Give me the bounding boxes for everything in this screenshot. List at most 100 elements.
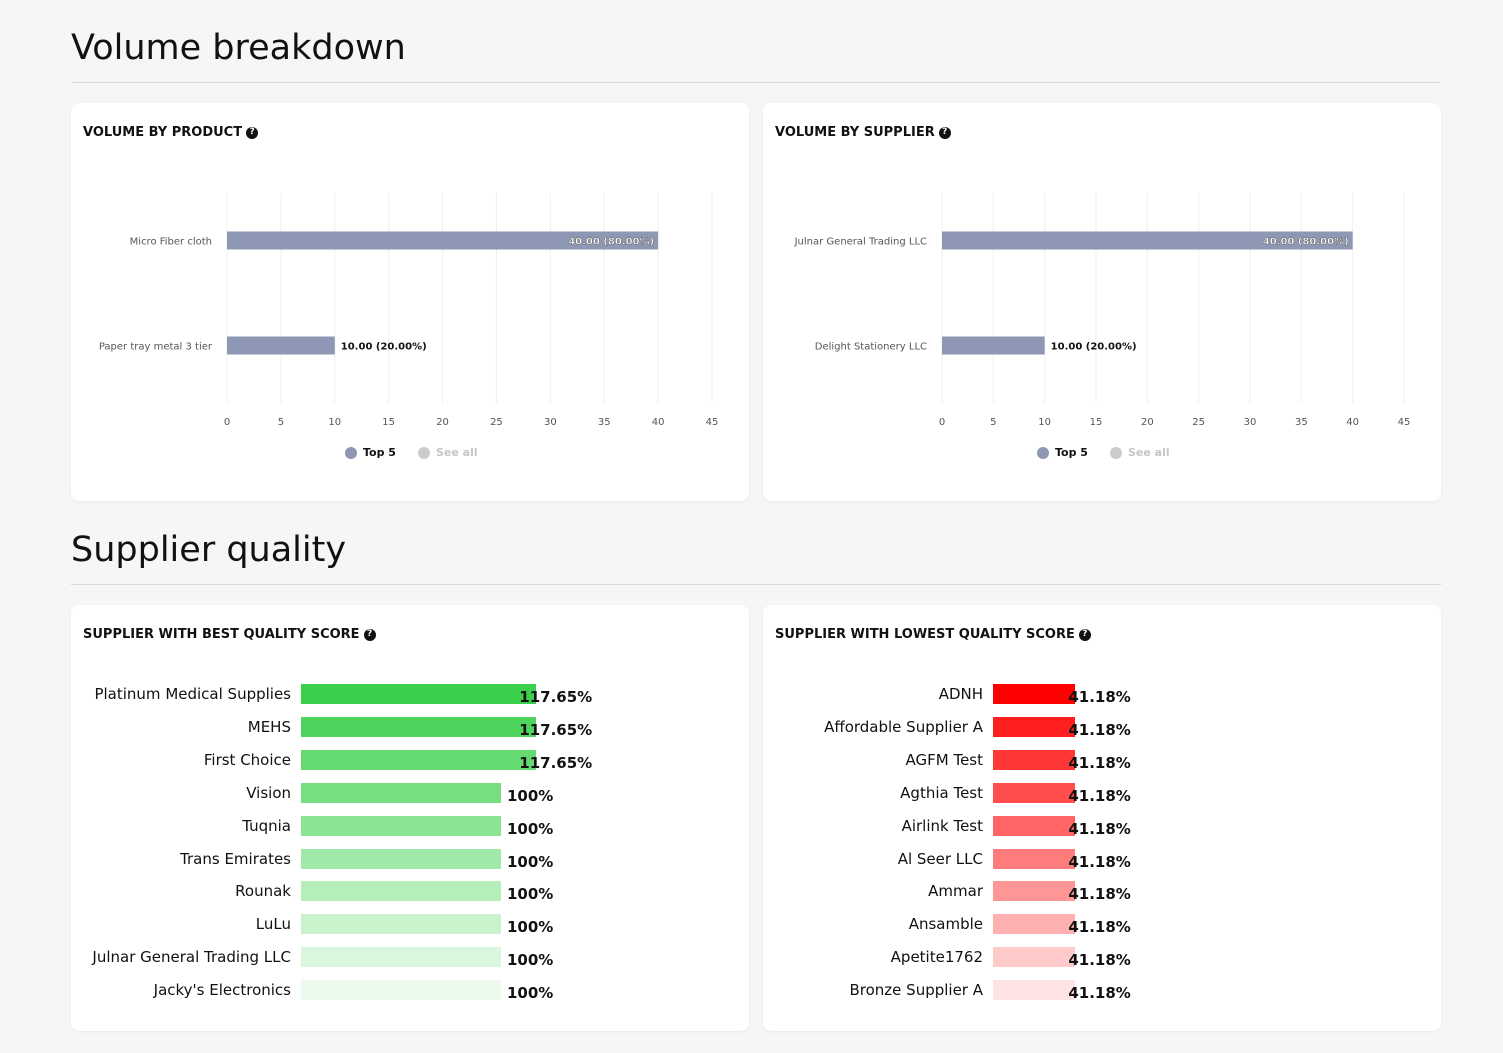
x-tick-label: 40: [652, 417, 665, 428]
supplier-name: Ansamble: [908, 915, 983, 934]
x-tick-label: 5: [990, 417, 996, 428]
lowest-quality-card: SUPPLIER WITH LOWEST QUALITY SCORE ? ADN…: [763, 605, 1441, 1031]
x-tick-label: 0: [939, 417, 945, 428]
category-label: Micro Fiber cloth: [130, 237, 212, 248]
quality-value: 117.65%: [519, 720, 593, 739]
quality-bar: [301, 815, 501, 836]
legend-dot-icon: [1037, 446, 1049, 459]
bar-data-label: 40.00 (80.00%): [568, 237, 654, 248]
quality-bar: [301, 914, 501, 935]
quality-row: Agthia Test 41.18%: [763, 782, 1441, 805]
best-quality-card: SUPPLIER WITH BEST QUALITY SCORE ? Plati…: [71, 605, 749, 1031]
quality-bar: [993, 848, 1076, 869]
question-circle-icon[interactable]: ?: [1078, 628, 1091, 641]
quality-bar: [993, 716, 1076, 737]
x-tick-label: 30: [544, 417, 557, 428]
volume-by-supplier-card: VOLUME BY SUPPLIER ? 0 5 10 15 20 25 30 35 40 45 J…: [763, 103, 1441, 501]
bar: [227, 336, 335, 355]
chart-legend: Top 5 See all: [1037, 446, 1170, 459]
x-tick-label: 15: [1090, 417, 1103, 428]
quality-value: 117.65%: [519, 753, 593, 772]
x-tick-label: 5: [278, 417, 284, 428]
quality-value: 100%: [507, 819, 554, 838]
supplier-name: LuLu: [255, 915, 291, 934]
section-divider: [71, 82, 1441, 83]
quality-bar: [301, 684, 537, 704]
supplier-name: Agthia Test: [900, 783, 983, 802]
quality-bar: [301, 980, 501, 1001]
quality-value: 41.18%: [1068, 984, 1131, 1003]
quality-value: 100%: [507, 984, 554, 1003]
supplier-name: Affordable Supplier A: [824, 717, 983, 736]
quality-bar: [993, 947, 1076, 968]
quality-value: 41.18%: [1068, 852, 1131, 871]
quality-bar: [301, 782, 501, 803]
question-circle-icon[interactable]: ?: [363, 628, 376, 641]
legend-see-all-label: See all: [435, 446, 478, 459]
quality-bar: [993, 881, 1076, 902]
card-title: VOLUME BY PRODUCT ?: [83, 125, 259, 140]
quality-bar: [993, 980, 1076, 1001]
volume-by-product-card: VOLUME BY PRODUCT ? 0 5 10 15 20 25 30 35 40 45 Mi…: [71, 103, 749, 501]
supplier-quality-heading: Supplier quality: [71, 530, 347, 570]
quality-row: Rounak 100%: [71, 881, 749, 904]
supplier-name: Vision: [246, 783, 291, 802]
supplier-name: Al Seer LLC: [897, 849, 983, 868]
x-tick-label: 40: [1346, 417, 1359, 428]
supplier-name: Ammar: [928, 882, 983, 901]
quality-value: 100%: [507, 951, 554, 970]
quality-value: 100%: [507, 852, 554, 871]
question-circle-icon[interactable]: ?: [938, 126, 951, 139]
x-tick-label: 20: [436, 417, 449, 428]
supplier-name: Rounak: [235, 882, 291, 901]
card-title: SUPPLIER WITH BEST QUALITY SCORE ?: [83, 627, 376, 642]
quality-bar: [301, 848, 501, 869]
x-tick-label: 45: [706, 417, 719, 428]
quality-row: Platinum Medical Supplies 117.65%: [71, 684, 749, 706]
legend-dot-icon: [1109, 446, 1122, 459]
quality-row: Airlink Test 41.18%: [763, 815, 1441, 838]
card-title-text: VOLUME BY PRODUCT: [83, 125, 243, 140]
quality-value: 100%: [507, 786, 554, 805]
x-tick-label: 35: [598, 417, 611, 428]
quality-bar: [993, 749, 1076, 770]
quality-row: Affordable Supplier A 41.18%: [763, 716, 1441, 739]
x-tick-label: 0: [224, 417, 230, 428]
supplier-name: Trans Emirates: [180, 849, 291, 868]
supplier-name: Jacky's Electronics: [153, 981, 291, 1000]
question-circle-icon[interactable]: ?: [246, 126, 259, 139]
legend-see-all[interactable]: See all: [417, 446, 478, 459]
quality-row: Ammar 41.18%: [763, 881, 1441, 903]
quality-row: AGFM Test 41.18%: [763, 749, 1441, 772]
category-label: Delight Stationery LLC: [815, 342, 927, 353]
quality-row: LuLu 100%: [71, 914, 749, 936]
x-tick-label: 35: [1295, 417, 1308, 428]
x-tick-label: 20: [1141, 417, 1154, 428]
quality-bar: [301, 947, 501, 968]
supplier-name: ADNH: [938, 685, 983, 703]
quality-row: Jacky's Electronics 100%: [71, 980, 749, 1003]
supplier-name: AGFM Test: [905, 750, 984, 769]
quality-value: 100%: [507, 885, 554, 904]
quality-row: First Choice 117.65%: [71, 749, 749, 772]
supplier-name: Bronze Supplier A: [849, 981, 983, 1000]
x-tick-label: 15: [382, 417, 395, 428]
card-title-text: VOLUME BY SUPPLIER: [775, 125, 935, 140]
quality-value: 117.65%: [519, 688, 593, 706]
legend-see-all[interactable]: See all: [1109, 446, 1170, 459]
quality-value: 41.18%: [1068, 918, 1131, 937]
quality-bar: [301, 881, 501, 902]
legend-top5[interactable]: Top 5: [1037, 446, 1088, 459]
volume-by-supplier-chart: 0 5 10 15 20 25 30 35 40 45 Julnar General Trading…: [794, 193, 1410, 428]
bar: [227, 231, 659, 250]
quality-row: ADNH 41.18%: [763, 684, 1441, 706]
legend-top5-label: Top 5: [363, 446, 396, 459]
quality-row: Vision 100%: [71, 782, 749, 805]
card-title-text: SUPPLIER WITH LOWEST QUALITY SCORE: [775, 627, 1075, 642]
category-label: Julnar General Trading LLC: [794, 237, 927, 248]
legend-top5[interactable]: Top 5: [345, 446, 396, 459]
supplier-name: MEHS: [247, 717, 291, 736]
quality-bar: [301, 716, 537, 737]
quality-bar: [993, 782, 1076, 803]
quality-row: Apetite1762 41.18%: [763, 947, 1441, 969]
